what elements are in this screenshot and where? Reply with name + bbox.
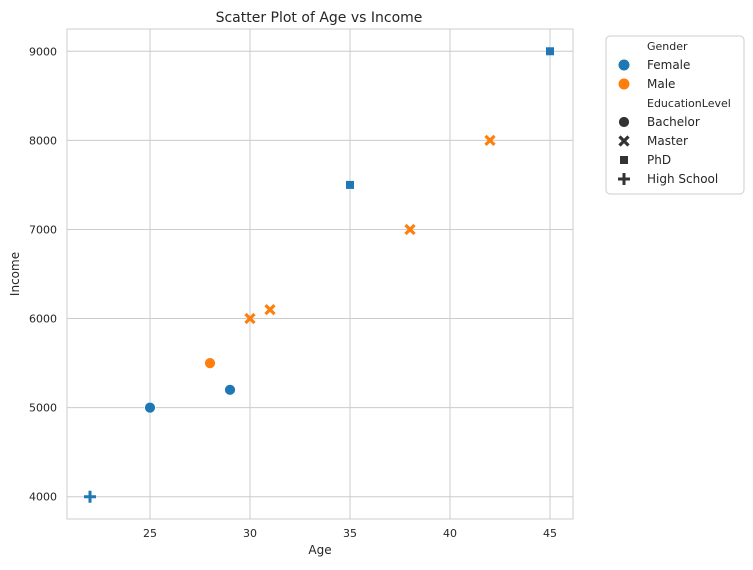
legend: Gender Female Male EducationLevel Bachelor Ma… bbox=[605, 35, 745, 195]
x-tick-label: 30 bbox=[243, 527, 257, 540]
tick-labels: 25 30 35 40 45 4000 5000 6000 7000 8000 9000 bbox=[29, 45, 557, 540]
legend-swatch bbox=[618, 78, 630, 90]
y-tick-label: 8000 bbox=[29, 134, 57, 147]
grid bbox=[67, 29, 573, 519]
data-point bbox=[224, 383, 236, 396]
legend-swatch bbox=[618, 173, 630, 185]
data-point bbox=[346, 180, 354, 189]
legend-entry: Master bbox=[647, 134, 688, 148]
legend-entry: High School bbox=[647, 172, 718, 186]
y-tick-label: 5000 bbox=[29, 402, 57, 415]
legend-hue-title: Gender bbox=[647, 40, 688, 53]
y-axis-label: Income bbox=[8, 252, 22, 296]
legend-swatch bbox=[618, 135, 630, 147]
legend-entry: Female bbox=[647, 58, 690, 72]
legend-swatch bbox=[618, 59, 630, 71]
data-point bbox=[144, 401, 156, 414]
y-tick-label: 6000 bbox=[29, 313, 57, 326]
y-tick-label: 4000 bbox=[29, 491, 57, 504]
x-tick-label: 25 bbox=[143, 527, 157, 540]
plot-frame bbox=[66, 28, 574, 520]
legend-style-title: EducationLevel bbox=[647, 97, 731, 110]
data-point bbox=[484, 134, 496, 146]
x-axis-label: Age bbox=[308, 543, 331, 557]
legend-entry: Bachelor bbox=[647, 115, 700, 129]
y-tick-label: 9000 bbox=[29, 45, 57, 58]
data-point bbox=[204, 357, 216, 369]
y-tick-label: 7000 bbox=[29, 223, 57, 236]
legend-swatch bbox=[620, 156, 628, 164]
data-point bbox=[404, 223, 416, 236]
data-point bbox=[264, 304, 276, 316]
legend-frame bbox=[605, 35, 745, 195]
legend-entry: PhD bbox=[647, 153, 671, 167]
data-point bbox=[244, 312, 256, 325]
legend-swatch bbox=[618, 116, 630, 128]
x-tick-label: 40 bbox=[443, 527, 457, 540]
legend-entry: Male bbox=[647, 77, 675, 91]
data-point bbox=[84, 490, 96, 503]
data-points bbox=[84, 47, 554, 503]
chart-title: Scatter Plot of Age vs Income bbox=[216, 10, 423, 26]
data-point bbox=[546, 47, 554, 56]
x-tick-label: 35 bbox=[343, 527, 357, 540]
x-tick-label: 45 bbox=[543, 527, 557, 540]
